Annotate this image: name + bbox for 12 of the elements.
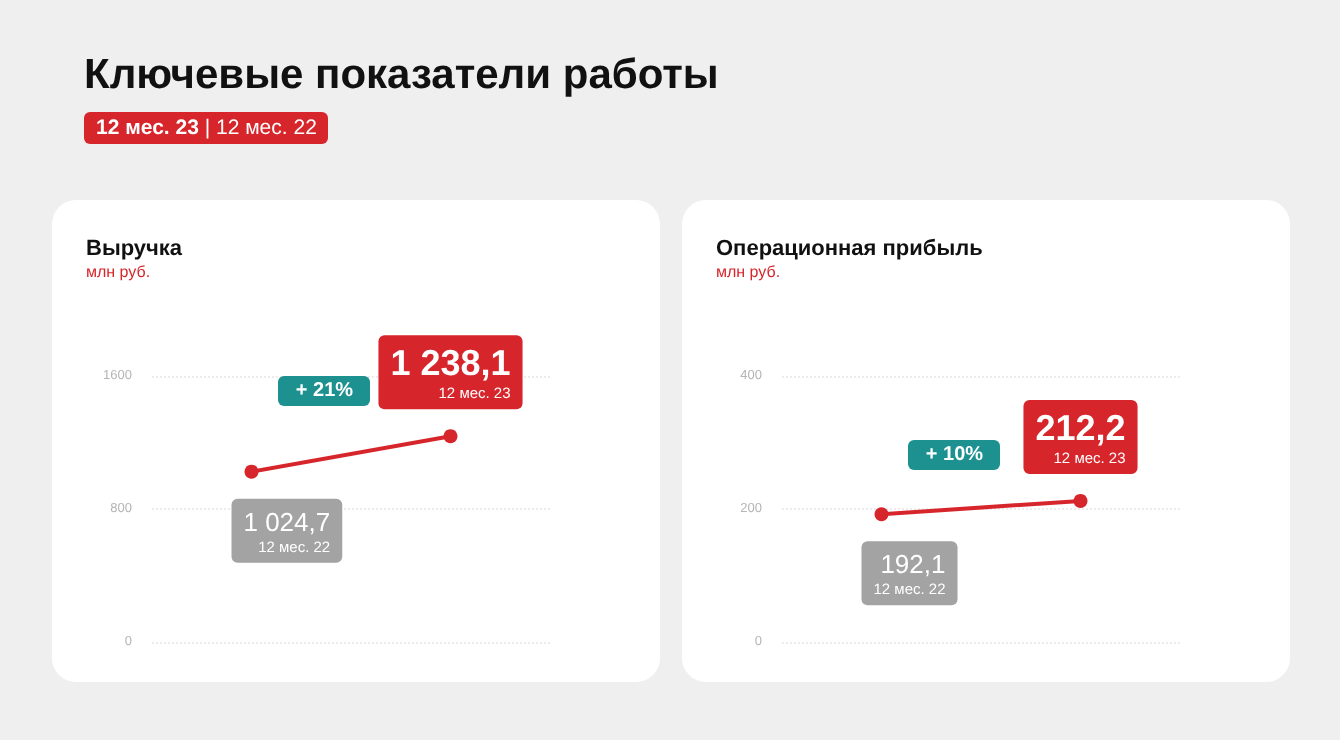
chart-title: Операционная прибыль [716,237,984,261]
text: 192,1 [880,549,946,580]
chart-subtitle: млн руб. [86,263,151,281]
text: Ключевые показатели работы [84,52,719,100]
text: 212,2 [1035,407,1126,448]
annotation: + 10% [908,440,1001,471]
chart-title: Выручка [86,237,184,261]
annotation: + 21% [278,376,371,407]
chart-subtitle: млн руб. [716,263,781,281]
text: 12 мес. 23 | 12 мес. 22 [84,112,329,144]
text: 1 238,1 [390,343,511,384]
text: 1 024,7 [243,506,331,537]
